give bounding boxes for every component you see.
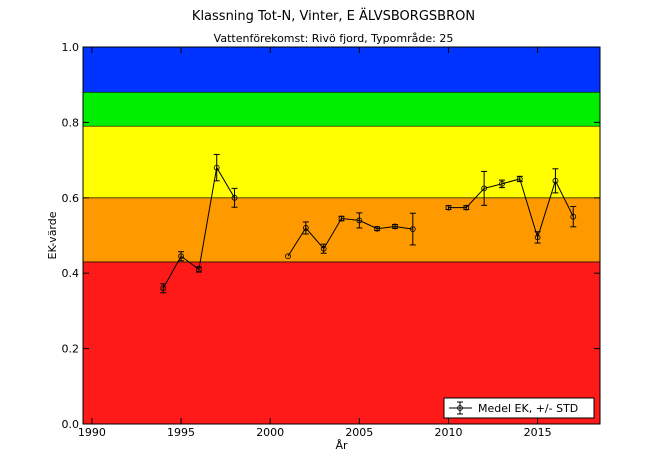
y-tick-label: 0.4 (62, 267, 80, 280)
class-band-1 (82, 197, 601, 263)
data-point (570, 213, 577, 220)
data-point (285, 253, 291, 260)
chart-subtitle: Vattenförekomst: Rivö fjord, Typområde: … (213, 32, 454, 45)
x-tick-label: 2000 (256, 426, 284, 439)
class-band-0 (82, 261, 601, 425)
legend-label: Medel EK, +/- STD (478, 402, 578, 415)
data-point (338, 215, 345, 222)
data-point (516, 176, 523, 182)
data-point (356, 217, 363, 224)
legend: Medel EK, +/- STD (443, 397, 595, 419)
axes: 1990 1995 2000 2005 2010 2015 0.0 0.2 0.4 0.6 0.8 1… (62, 41, 600, 439)
data-point (552, 177, 559, 184)
data-point (178, 253, 184, 260)
series-line (287, 217, 413, 257)
legend-errorbar-icon (449, 401, 472, 415)
class-band-4 (82, 46, 601, 93)
y-tick-label: 1.0 (62, 41, 80, 54)
x-tick-label: 1995 (167, 426, 195, 439)
data-point (499, 180, 505, 187)
data-series (160, 153, 577, 294)
data-point (374, 225, 381, 232)
data-point (534, 234, 541, 241)
data-point (160, 285, 167, 292)
data-point (302, 225, 309, 231)
data-point (320, 245, 327, 252)
data-point (481, 185, 488, 192)
x-tick-label: 1990 (78, 426, 106, 439)
x-axis-label: År (335, 439, 348, 452)
legend-box (443, 397, 595, 419)
data-point (392, 223, 398, 230)
data-point (213, 164, 220, 171)
chart-title: Klassning Tot-N, Vinter, E ÄLVSBORGSBRON (191, 9, 476, 24)
x-tick-label: 2010 (434, 426, 462, 439)
y-tick-label: 0.2 (62, 343, 80, 356)
data-point (231, 194, 238, 201)
data-point (195, 266, 202, 273)
plot-frame (82, 46, 601, 425)
class-bands (82, 46, 601, 425)
data-point (445, 204, 452, 211)
class-band-3 (82, 91, 601, 127)
y-axis-label: EK-värde (46, 211, 59, 259)
y-tick-label: 0.0 (62, 418, 80, 431)
series-line (448, 178, 574, 240)
x-tick-label: 2015 (524, 426, 552, 439)
y-tick-label: 0.6 (62, 192, 80, 205)
y-tick-label: 0.8 (62, 116, 80, 129)
x-tick-label: 2005 (345, 426, 373, 439)
data-point (463, 204, 470, 211)
data-point (409, 226, 416, 232)
